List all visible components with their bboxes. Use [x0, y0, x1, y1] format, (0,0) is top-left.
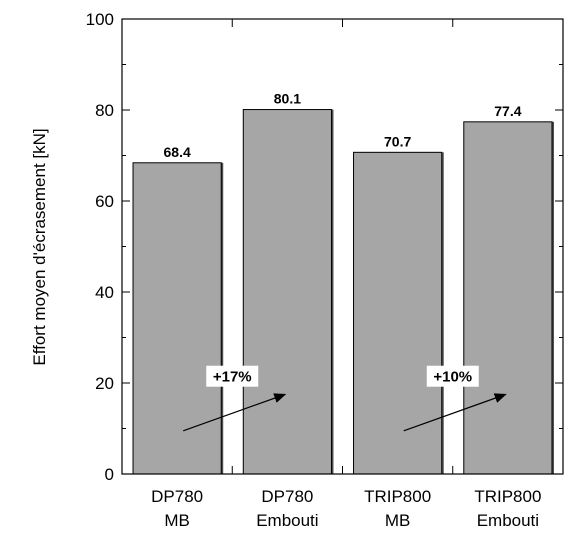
bar — [242, 109, 332, 475]
y-tick-label: 0 — [105, 465, 114, 484]
annotation-arrow — [403, 393, 507, 432]
x-tick-label: MB — [164, 511, 190, 530]
annotation-arrow — [183, 393, 287, 432]
x-tick-label: DP780 — [151, 487, 203, 506]
x-tick-label: MB — [385, 511, 411, 530]
y-tick-label: 100 — [86, 10, 114, 29]
data-label: 77.4 — [494, 103, 521, 119]
x-tick-label: Embouti — [256, 511, 318, 530]
annotation-label-bg — [206, 365, 259, 387]
y-tick-label: 40 — [95, 283, 114, 302]
annotation-label: +17% — [213, 369, 252, 386]
x-tick-label: TRIP800 — [474, 487, 541, 506]
y-tick-label: 20 — [95, 374, 114, 393]
bar — [463, 121, 553, 475]
annotation-label-bg — [426, 365, 479, 387]
bar — [353, 151, 443, 475]
plot-area: 68.4 80.1 70.7 77.4 0 20 40 60 80 100 DP780 MB DP780… — [86, 10, 564, 530]
data-label: 68.4 — [164, 144, 191, 160]
bar — [132, 162, 222, 475]
data-label: 70.7 — [384, 133, 411, 149]
y-tick-label: 80 — [95, 101, 114, 120]
y-tick-label: 60 — [95, 192, 114, 211]
data-label: 80.1 — [274, 91, 301, 107]
annotation-label: +10% — [433, 369, 472, 386]
x-tick-label: Embouti — [477, 511, 539, 530]
y-axis-label: Effort moyen d'écrasement [kN] — [30, 128, 49, 365]
x-tick-label: DP780 — [261, 487, 313, 506]
x-tick-label: TRIP800 — [364, 487, 431, 506]
